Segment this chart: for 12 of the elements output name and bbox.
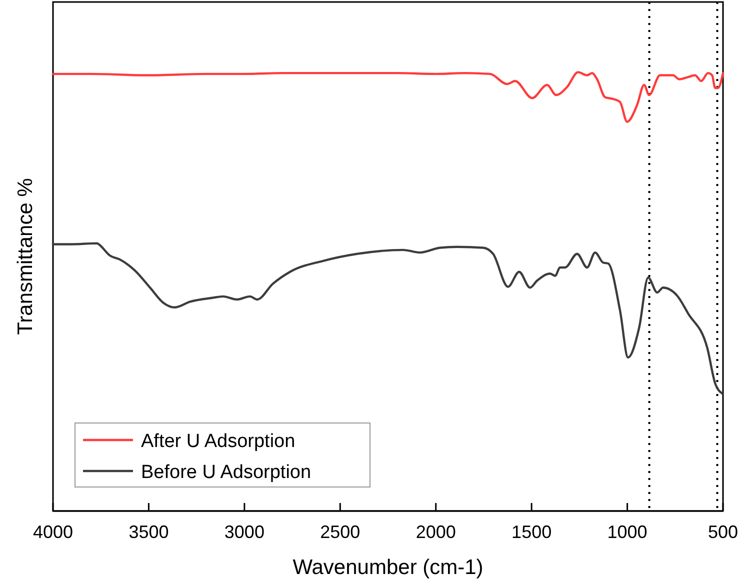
x-axis-title: Wavenumber (cm-1)	[292, 556, 484, 579]
x-tick-label: 1500	[512, 522, 552, 542]
y-axis-title: Transmittance %	[14, 178, 37, 335]
x-tick-label: 1000	[607, 522, 648, 542]
legend-label: After U Adsorption	[141, 431, 296, 452]
x-tick-label: 2500	[320, 522, 360, 542]
x-tick-label: 500	[708, 522, 738, 542]
x-tick-label: 3500	[128, 522, 169, 542]
x-tick-label: 3000	[224, 522, 264, 542]
legend-label: Before U Adsorption	[141, 462, 312, 483]
x-tick-label: 2000	[416, 522, 456, 542]
x-tick-label: 4000	[32, 522, 74, 542]
